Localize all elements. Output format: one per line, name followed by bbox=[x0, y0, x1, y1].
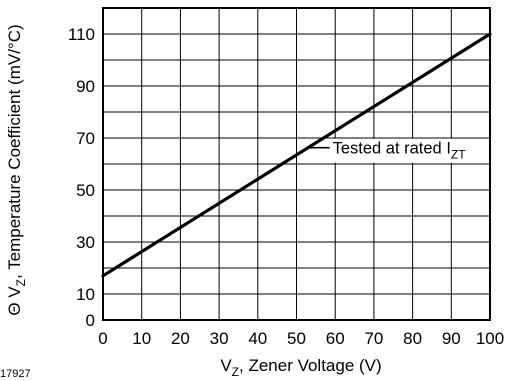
x-tick-label: 100 bbox=[476, 329, 504, 348]
y-tick-label: 10 bbox=[76, 285, 95, 304]
y-tick-label: 70 bbox=[76, 129, 95, 148]
x-tick-labels: 0 10 20 30 40 50 60 70 80 90 100 bbox=[98, 329, 504, 348]
plot-frame bbox=[102, 7, 491, 321]
y-tick-label: 0 bbox=[86, 311, 95, 330]
x-tick-label: 90 bbox=[442, 329, 461, 348]
x-tick-label: 10 bbox=[132, 329, 151, 348]
y-tick-label: 110 bbox=[68, 25, 95, 44]
y-tick-label: 50 bbox=[76, 181, 95, 200]
y-tick-labels: 0 10 30 50 70 90 110 bbox=[68, 25, 95, 330]
x-axis-label: VZ, Zener Voltage (V) bbox=[220, 356, 381, 379]
series-line bbox=[101, 32, 492, 278]
x-tick-label: 60 bbox=[326, 329, 345, 348]
y-tick-label: 90 bbox=[76, 77, 95, 96]
x-tick-label: 20 bbox=[171, 329, 190, 348]
series-layer bbox=[101, 32, 492, 278]
y-tick-label: 30 bbox=[76, 233, 95, 252]
grid bbox=[103, 8, 490, 320]
annotation-background bbox=[330, 138, 469, 163]
x-tick-label: 40 bbox=[248, 329, 267, 348]
x-tick-label: 0 bbox=[98, 329, 107, 348]
x-tick-label: 70 bbox=[364, 329, 383, 348]
y-axis-label: Θ VZ, Temperature Coefficient (mV/°C) bbox=[5, 24, 28, 315]
x-tick-label: 30 bbox=[210, 329, 229, 348]
annotation-label: Tested at rated IZT bbox=[333, 140, 467, 162]
annotation: Tested at rated IZT bbox=[308, 138, 469, 163]
figure-id: 17927 bbox=[0, 368, 31, 380]
x-tick-label: 50 bbox=[287, 329, 306, 348]
x-tick-label: 80 bbox=[403, 329, 422, 348]
